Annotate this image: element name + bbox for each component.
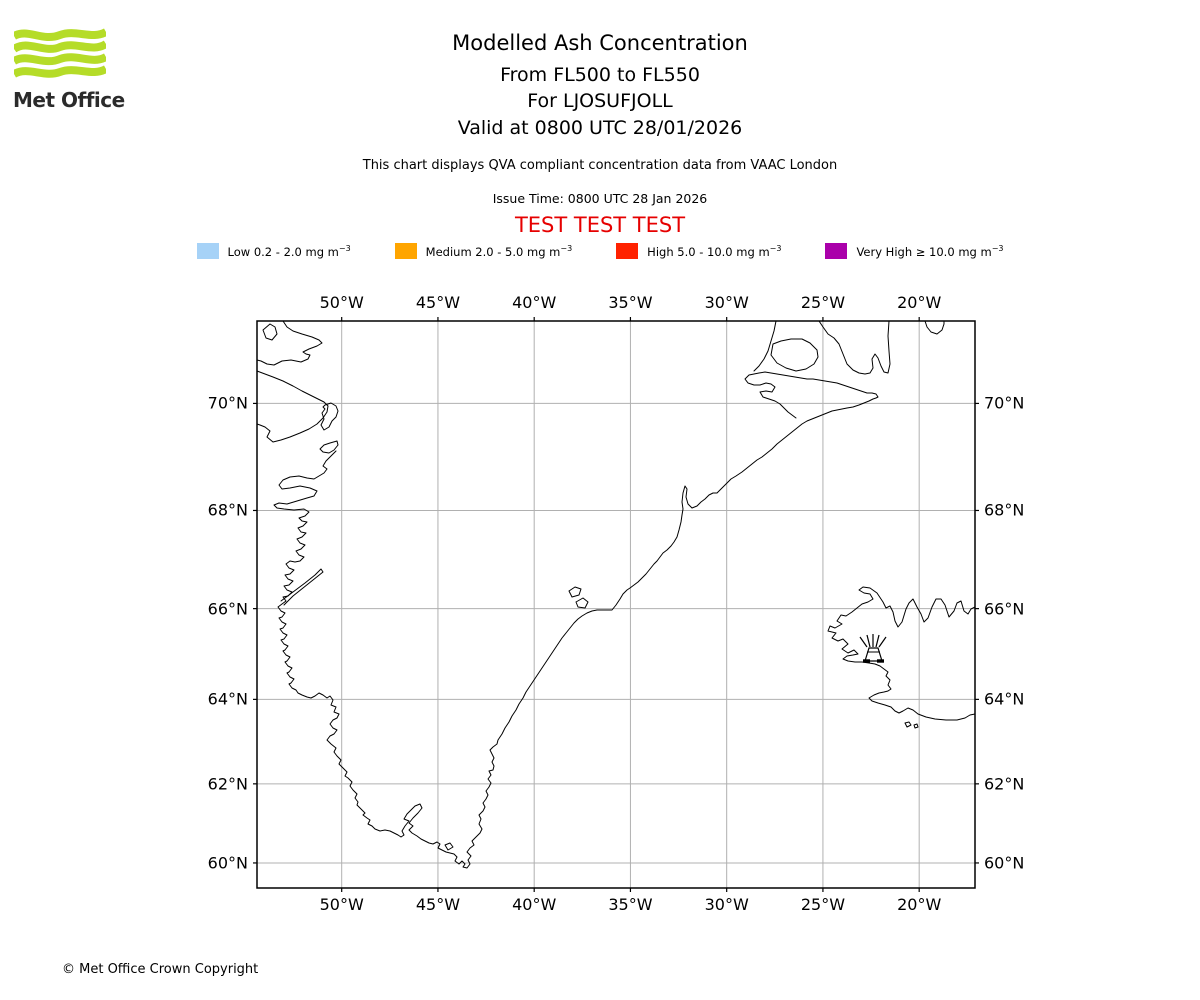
page-title: Modelled Ash Concentration: [452, 31, 748, 55]
volcano-icon: [859, 634, 887, 663]
legend-swatch-low: [196, 243, 219, 259]
lon-tick-label-top: 45°W: [415, 293, 461, 312]
coastline-greenland-scoresby-west-arm: [753, 320, 777, 372]
lon-tick-label-top: 30°W: [704, 293, 749, 312]
lon-tick-label-top: 25°W: [800, 293, 846, 312]
lon-tick-label-top: 50°W: [319, 293, 364, 312]
issue-time: Issue Time: 0800 UTC 28 Jan 2026: [492, 191, 708, 206]
coastline-ammassalik-islet-2: [575, 597, 589, 609]
coastline-greenland-peninsula-blob: [319, 440, 339, 454]
coastline-greenland-ubekendt-island: [262, 323, 278, 341]
lon-tick-label-top: 40°W: [512, 293, 557, 312]
lat-tick-label-right: 66°N: [984, 599, 1025, 619]
legend-item-medium: Medium 2.0 - 5.0 mg m−3: [394, 243, 572, 259]
lon-tick-label-bottom: 45°W: [415, 895, 461, 914]
lat-tick-label-left: 62°N: [207, 774, 248, 794]
coastline-greenland-scoresby-fjord-fingers: [818, 320, 891, 375]
lat-tick-label-right: 70°N: [984, 393, 1025, 413]
lat-tick-label-right: 68°N: [984, 500, 1025, 520]
lat-tick-label-right: 60°N: [984, 853, 1025, 873]
legend-swatch-medium: [394, 243, 417, 259]
lon-tick-label-bottom: 40°W: [512, 895, 557, 914]
coastline-ammassalik-islet-1: [568, 586, 582, 598]
lon-tick-label-bottom: 25°W: [800, 895, 846, 914]
subtitle-volcano: For LJOSUFJOLL: [527, 90, 673, 112]
logo-wave-4: [14, 65, 106, 78]
coastline-greenland-east-fjord-u: [924, 320, 945, 335]
map-canvas: [253, 317, 979, 892]
lat-tick-label-left: 60°N: [207, 853, 248, 873]
map-border: [256, 320, 976, 889]
coastline-vestmannaeyjar-islet-1: [904, 721, 912, 728]
lat-tick-label-left: 66°N: [207, 599, 248, 619]
legend-item-high: High 5.0 - 10.0 mg m−3: [616, 243, 781, 259]
lat-tick-label-right: 64°N: [984, 689, 1025, 709]
coastline-greenland-main-coast: [273, 371, 879, 869]
test-banner: TEST TEST TEST: [514, 213, 686, 237]
lon-tick-label-bottom: 30°W: [704, 895, 749, 914]
logo-wave-2: [14, 40, 106, 53]
logo-wave-1: [14, 28, 106, 41]
lat-tick-label-left: 68°N: [207, 500, 248, 520]
lon-tick-label-top: 35°W: [608, 293, 653, 312]
lat-tick-label-right: 62°N: [984, 774, 1025, 794]
copyright-notice: © Met Office Crown Copyright: [62, 962, 259, 977]
coastline-greenland-milne-land-island: [770, 338, 819, 372]
met-office-logo-text: Met Office: [13, 88, 125, 112]
legend-label-high: High 5.0 - 10.0: [647, 244, 733, 259]
coastline-greenland-nuussuaq-peninsula: [256, 320, 323, 366]
coastline-south-tip-islet: [444, 842, 454, 851]
subtitle-valid-time: Valid at 0800 UTC 28/01/2026: [457, 117, 743, 139]
legend-label-medium: Medium 2.0 - 5.0: [425, 244, 524, 259]
legend-item-very-high: Very High ≥ 10.0 mg m−3: [825, 243, 1003, 259]
coastline-greenland-sondre-stromfjord: [280, 568, 324, 606]
legend-label-low: Low 0.2 - 2.0: [227, 244, 302, 259]
lon-tick-label-bottom: 20°W: [897, 895, 942, 914]
lon-tick-label-bottom: 50°W: [319, 895, 364, 914]
lon-tick-label-top: 20°W: [897, 293, 942, 312]
legend-swatch-very-high: [825, 243, 848, 259]
subtitle-flight-levels: From FL500 to FL550: [500, 64, 700, 86]
coastline-vestmannaeyjar-islet-2: [913, 723, 919, 729]
legend-swatch-high: [616, 243, 639, 259]
legend-item-low: Low 0.2 - 2.0 mg m−3: [196, 243, 351, 259]
logo-wave-3: [14, 53, 106, 66]
lat-tick-label-left: 70°N: [207, 393, 248, 413]
coastline-iceland-mainland: [827, 586, 976, 721]
coastline-greenland-ilulissat-strip: [320, 402, 339, 431]
legend: Low 0.2 - 2.0 mg m−3 Medium 2.0 - 5.0 mg…: [0, 243, 1200, 259]
qva-description: This chart displays QVA compliant concen…: [362, 158, 838, 173]
coastline-greenland-disko-coast: [256, 370, 329, 443]
lon-tick-label-bottom: 35°W: [608, 895, 653, 914]
legend-label-very-high: Very High ≥ 10.0: [856, 244, 955, 259]
met-office-logo: [14, 28, 106, 78]
lat-tick-label-left: 64°N: [207, 689, 248, 709]
